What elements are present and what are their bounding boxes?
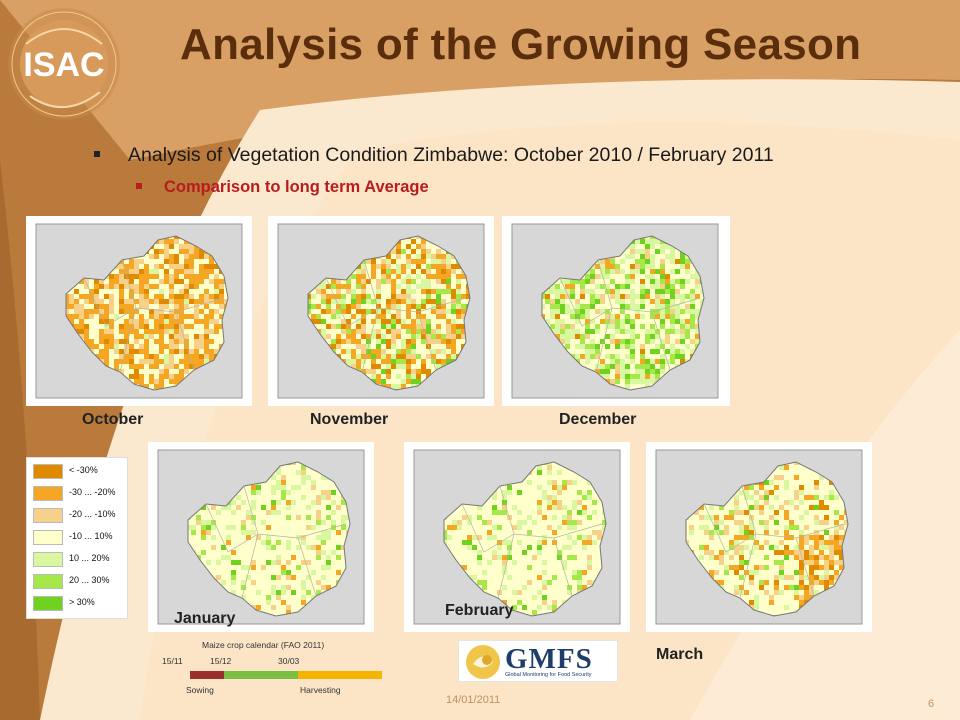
gmfs-subtitle: Global Monitoring for Food Security bbox=[505, 672, 592, 678]
legend-row: 20 ... 30% bbox=[33, 572, 127, 590]
legend-row: -10 ... 10% bbox=[33, 528, 127, 546]
legend-label: > 30% bbox=[69, 597, 95, 607]
bullet-level1-text: Analysis of Vegetation Condition Zimbabw… bbox=[128, 144, 774, 166]
month-label-october: October bbox=[82, 411, 144, 428]
bullet-level2: Comparison to long term Average bbox=[136, 178, 429, 197]
month-label-march: March bbox=[656, 646, 704, 663]
legend-label: 20 ... 30% bbox=[69, 575, 110, 585]
legend-swatch-4 bbox=[33, 552, 63, 567]
zimbabwe-map-november bbox=[277, 223, 485, 399]
legend-swatch-0 bbox=[33, 464, 63, 479]
bullet-square-icon bbox=[94, 150, 100, 157]
legend-swatch-6 bbox=[33, 596, 63, 611]
map-january bbox=[148, 442, 374, 632]
month-label-november: November bbox=[310, 411, 389, 428]
bullet-level1: Analysis of Vegetation Condition Zimbabw… bbox=[94, 144, 774, 167]
gmfs-logo: GMFS Global Monitoring for Food Security bbox=[458, 640, 618, 682]
legend-row: -30 ... -20% bbox=[33, 484, 127, 502]
legend-row: -20 ... -10% bbox=[33, 506, 127, 524]
legend-swatch-1 bbox=[33, 486, 63, 501]
page-number: 6 bbox=[928, 698, 935, 710]
legend-swatch-3 bbox=[33, 530, 63, 545]
legend-row: < -30% bbox=[33, 462, 127, 480]
month-label-february: February bbox=[445, 602, 514, 619]
legend-label: < -30% bbox=[69, 465, 98, 475]
legend-label: -10 ... 10% bbox=[69, 531, 113, 541]
month-label-january: January bbox=[174, 610, 236, 627]
map-legend: < -30% -30 ... -20% -20 ... -10% -10 ...… bbox=[26, 457, 128, 619]
gmfs-name: GMFS bbox=[505, 643, 593, 675]
calendar-harvesting-label: Harvesting bbox=[300, 685, 341, 695]
legend-swatch-5 bbox=[33, 574, 63, 589]
footer-date: 14/01/2011 bbox=[446, 694, 501, 706]
legend-row: 10 ... 20% bbox=[33, 550, 127, 568]
bullet-square-icon bbox=[136, 182, 142, 189]
calendar-bar-sowing bbox=[190, 671, 224, 679]
zimbabwe-map-december bbox=[511, 223, 719, 399]
isac-logo: ISAC bbox=[4, 4, 124, 124]
zimbabwe-map-march bbox=[655, 449, 863, 625]
calendar-title: Maize crop calendar (FAO 2011) bbox=[202, 640, 325, 650]
maize-crop-calendar: Maize crop calendar (FAO 2011) 15/11 15/… bbox=[150, 636, 390, 696]
map-october bbox=[26, 216, 252, 406]
zimbabwe-map-february bbox=[413, 449, 621, 625]
map-december bbox=[502, 216, 730, 406]
calendar-date-harvest-start: 30/03 bbox=[278, 656, 300, 666]
legend-label: -20 ... -10% bbox=[69, 509, 116, 519]
gmfs-emblem-icon bbox=[466, 645, 500, 679]
map-november bbox=[268, 216, 494, 406]
legend-label: -30 ... -20% bbox=[69, 487, 116, 497]
month-label-december: December bbox=[559, 411, 637, 428]
bullet-level2-text: Comparison to long term Average bbox=[164, 178, 429, 196]
logo-text: ISAC bbox=[23, 46, 104, 84]
calendar-sowing-label: Sowing bbox=[186, 685, 214, 695]
zimbabwe-map-october bbox=[35, 223, 243, 399]
legend-swatch-2 bbox=[33, 508, 63, 523]
legend-row: > 30% bbox=[33, 594, 127, 612]
calendar-bar-harvesting bbox=[298, 671, 382, 679]
calendar-bar-growing bbox=[224, 671, 298, 679]
calendar-date-sowing-end: 15/12 bbox=[210, 656, 232, 666]
map-march bbox=[646, 442, 872, 632]
slide-title: Analysis of the Growing Season bbox=[180, 20, 862, 69]
map-february bbox=[404, 442, 630, 632]
calendar-date-sowing-start: 15/11 bbox=[162, 656, 183, 666]
zimbabwe-map-january bbox=[157, 449, 365, 625]
legend-label: 10 ... 20% bbox=[69, 553, 110, 563]
